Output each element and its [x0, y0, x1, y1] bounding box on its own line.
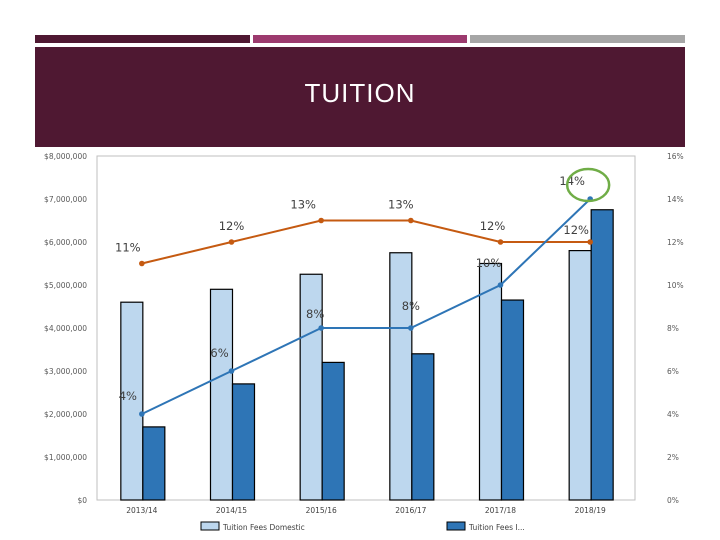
- data-label: 8%: [306, 307, 324, 321]
- bar-international: [500, 299, 525, 501]
- bar-international: [411, 353, 435, 501]
- data-label: 13%: [290, 198, 316, 212]
- line-point: [408, 217, 414, 224]
- data-label: 12%: [219, 219, 245, 233]
- data-label: 4%: [119, 389, 137, 403]
- data-label: 13%: [388, 198, 414, 212]
- x-axis-category-label: 2014/15: [216, 506, 247, 515]
- data-label: 10%: [476, 256, 502, 270]
- bar-international: [231, 383, 256, 501]
- line-point: [139, 260, 145, 267]
- left-axis-tick-label: $0: [77, 496, 87, 505]
- data-label: 12%: [563, 223, 589, 237]
- legend-swatch-international: [446, 521, 466, 531]
- x-axis-category-label: 2018/19: [575, 506, 606, 515]
- left-axis-tick-label: $5,000,000: [44, 281, 87, 290]
- bar-domestic: [120, 301, 144, 501]
- right-axis-tick-label: 6%: [667, 367, 679, 376]
- line-point: [587, 239, 593, 245]
- line-point: [318, 217, 324, 224]
- x-axis-category-label: 2017/18: [485, 506, 516, 515]
- data-label: 8%: [402, 299, 420, 313]
- bar-international: [142, 426, 166, 501]
- line-point: [228, 368, 235, 374]
- data-label: 6%: [210, 346, 228, 360]
- legend-swatch-domestic: [200, 521, 220, 531]
- x-axis-category-label: 2015/16: [306, 506, 337, 515]
- left-axis-tick-label: $2,000,000: [44, 410, 87, 419]
- left-axis-tick-label: $1,000,000: [44, 453, 87, 462]
- bar-domestic: [478, 262, 503, 501]
- data-label: 11%: [115, 241, 141, 255]
- left-axis-tick-label: $4,000,000: [44, 324, 87, 333]
- tuition-chart: $0 $1,000,000 $2,000,000 $3,000,000 $4,000,0…: [44, 152, 684, 532]
- accent-stripe-right: [470, 35, 685, 43]
- data-label: 14%: [559, 174, 585, 188]
- bar-domestic: [209, 288, 234, 501]
- orange-trend-line: [141, 219, 591, 265]
- x-axis-category-label: 2013/14: [126, 506, 157, 515]
- bar-domestic: [389, 252, 413, 501]
- right-axis-tick-label: 0%: [667, 496, 679, 505]
- right-axis-tick-label: 10%: [667, 281, 684, 290]
- legend-label-domestic: Tuition Fees Domestic: [222, 523, 305, 532]
- data-label: 12%: [480, 219, 506, 233]
- title-banner: [35, 47, 685, 147]
- line-point: [497, 282, 504, 288]
- x-axis-category-label: 2016/17: [395, 506, 426, 515]
- left-axis-tick-label: $6,000,000: [44, 238, 87, 247]
- right-axis-tick-label: 8%: [667, 324, 679, 333]
- line-point: [139, 411, 145, 417]
- chart-container: $0 $1,000,000 $2,000,000 $3,000,000 $4,000,0…: [35, 150, 685, 535]
- slide-title: TUITION: [304, 78, 416, 108]
- legend-label-international: Tuition Fees I...: [468, 523, 525, 532]
- right-axis-tick-label: 16%: [667, 152, 684, 161]
- line-point: [408, 325, 414, 331]
- bar-international: [590, 209, 614, 501]
- line-point: [318, 325, 324, 331]
- highlight-circle: [565, 167, 611, 203]
- left-axis-tick-label: $7,000,000: [44, 195, 87, 204]
- left-axis-tick-label: $3,000,000: [44, 367, 87, 376]
- left-axis-tick-label: $8,000,000: [44, 152, 87, 161]
- line-point: [228, 239, 235, 245]
- right-axis-tick-label: 4%: [667, 410, 679, 419]
- right-axis-tick-label: 14%: [667, 195, 684, 204]
- bar-domestic: [568, 249, 592, 501]
- blue-trend-line: [141, 198, 591, 415]
- right-axis-tick-label: 12%: [667, 238, 684, 247]
- accent-stripe-left: [35, 35, 250, 43]
- bar-international: [321, 361, 345, 501]
- line-point: [497, 239, 504, 245]
- right-axis-tick-label: 2%: [667, 453, 679, 462]
- accent-stripe-middle: [253, 35, 467, 43]
